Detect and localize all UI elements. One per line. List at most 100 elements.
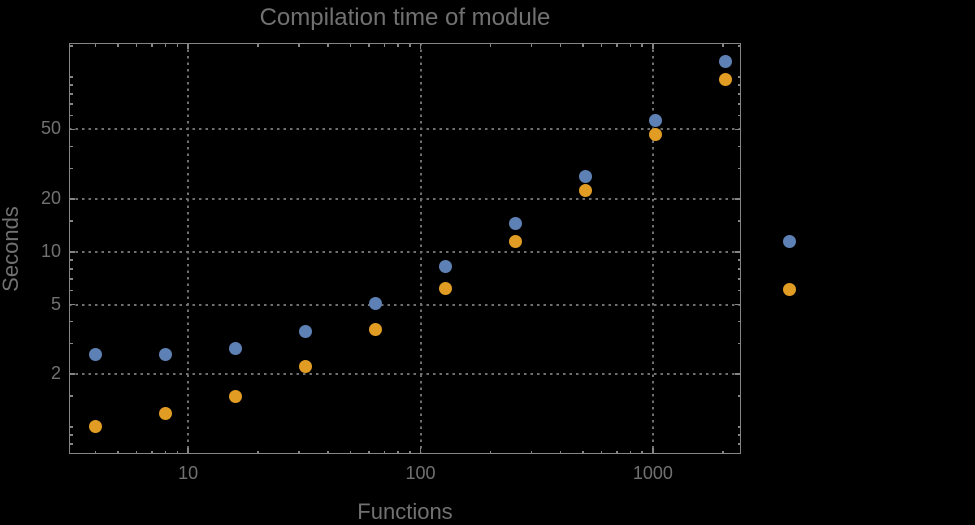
x-tick	[298, 450, 300, 454]
data-point-series-2	[578, 183, 592, 197]
y-tick	[69, 289, 73, 292]
x-tick	[409, 43, 411, 47]
data-point-series-2	[438, 281, 452, 295]
y-tick	[69, 342, 73, 345]
x-tick	[368, 450, 370, 454]
data-point-series-2	[508, 234, 522, 248]
x-tick	[652, 448, 654, 454]
x-tick	[722, 450, 724, 454]
legend-marker-series-2	[783, 282, 796, 296]
y-tick	[737, 395, 741, 397]
y-tick-label: 2	[50, 363, 61, 384]
x-tick	[327, 43, 329, 47]
y-tick	[69, 76, 73, 78]
data-point-series-1	[438, 259, 452, 273]
x-tick	[641, 450, 644, 454]
x-tick	[559, 450, 562, 454]
x-tick	[419, 448, 422, 454]
x-tick	[419, 43, 422, 49]
x-tick	[641, 43, 644, 47]
y-tick-label: 50	[40, 118, 61, 139]
y-tick	[735, 373, 741, 375]
x-tick	[629, 43, 632, 47]
data-point-series-1	[578, 169, 592, 183]
y-tick	[735, 303, 741, 306]
legend-marker-series-1	[783, 234, 796, 248]
x-tick	[151, 450, 153, 454]
y-tick	[69, 145, 73, 148]
y-gridline	[69, 303, 741, 306]
y-tick-label: 20	[40, 188, 61, 209]
y-tick	[735, 198, 741, 200]
x-tick	[722, 43, 724, 47]
y-tick	[737, 45, 741, 47]
data-point-series-1	[508, 217, 522, 231]
y-tick	[69, 259, 73, 261]
y-tick-label: 10	[40, 240, 61, 261]
x-tick	[187, 448, 189, 454]
y-tick	[735, 251, 741, 253]
x-tick	[616, 450, 618, 454]
y-tick	[737, 220, 741, 222]
y-tick	[737, 259, 741, 261]
x-tick-label: 10	[178, 463, 199, 483]
y-gridline	[69, 373, 741, 376]
data-point-series-2	[369, 323, 382, 336]
x-tick	[616, 43, 618, 47]
x-tick	[559, 43, 562, 47]
y-tick	[737, 114, 741, 117]
y-tick	[737, 320, 741, 323]
x-tick	[257, 450, 259, 454]
x-tick	[368, 43, 370, 47]
y-gridline	[69, 250, 741, 253]
y-tick	[69, 320, 73, 323]
data-point-series-2	[718, 73, 732, 87]
x-tick	[629, 450, 632, 454]
x-gridline	[187, 43, 190, 454]
x-tick	[383, 450, 386, 454]
x-tick	[530, 450, 533, 454]
x-tick	[397, 450, 399, 454]
x-tick	[397, 43, 399, 47]
y-tick-label: 5	[50, 293, 61, 314]
data-point-series-1	[648, 114, 662, 128]
x-tick	[530, 43, 533, 47]
data-point-series-1	[89, 347, 103, 361]
x-tick	[652, 43, 654, 49]
y-tick	[69, 426, 73, 428]
y-tick	[69, 303, 75, 306]
y-tick	[737, 426, 741, 428]
data-point-series-1	[299, 325, 313, 339]
y-tick	[737, 92, 741, 95]
y-tick	[69, 167, 73, 170]
x-tick	[600, 43, 603, 47]
x-tick-label: 100	[405, 463, 436, 483]
data-point-series-1	[159, 347, 173, 361]
x-tick	[151, 43, 153, 47]
x-tick	[582, 43, 584, 47]
y-tick	[737, 342, 741, 345]
chart-title: Compilation time of module	[259, 4, 551, 31]
x-tick	[94, 450, 97, 454]
x-tick	[176, 43, 179, 47]
x-tick	[600, 450, 603, 454]
y-tick	[737, 145, 741, 148]
x-tick	[489, 450, 492, 454]
x-tick	[135, 450, 138, 454]
y-tick	[69, 220, 73, 222]
x-tick	[176, 450, 179, 454]
x-axis-label: Functions	[357, 499, 453, 524]
x-gridline	[651, 43, 654, 454]
y-tick	[737, 76, 741, 78]
y-tick	[737, 84, 741, 86]
x-tick-label: 1000	[632, 463, 673, 483]
y-tick	[69, 373, 75, 375]
y-tick	[737, 268, 741, 270]
x-tick	[489, 43, 492, 47]
x-tick	[349, 450, 352, 454]
y-tick	[737, 289, 741, 292]
data-point-series-2	[229, 389, 243, 403]
x-tick	[257, 43, 259, 47]
x-tick	[409, 450, 411, 454]
